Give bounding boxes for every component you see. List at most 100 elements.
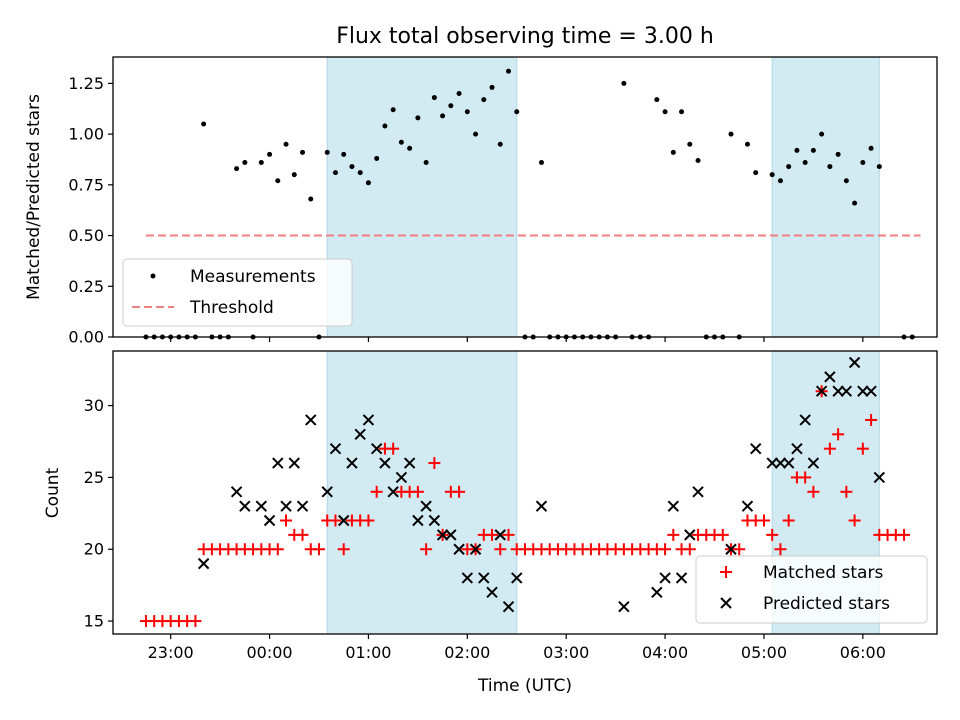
marker-stroke [197,557,210,570]
predicted-star-marker [453,543,465,555]
measurement-point [860,160,866,166]
marker-stroke [824,371,836,383]
predicted-star-marker [725,543,737,555]
predicted-star-marker [535,500,548,512]
matched-star-marker [420,543,433,556]
predicted-star-marker [873,471,886,484]
x-tick-label: 03:00 [543,643,589,662]
legend-marker-predicted [720,597,732,609]
matched-star-marker [840,485,853,498]
predicted-star-marker [486,586,498,599]
measurement-point [357,170,363,176]
marker-stroke [395,471,408,484]
x-tick-label: 00:00 [247,643,293,662]
measurement-point [283,141,289,147]
predicted-star-marker [848,356,861,369]
measurement-point [398,139,404,145]
bottom-y-ticks: 15 20 25 30 [84,396,113,631]
matched-star-marker [766,528,779,541]
matched-star-marker [313,543,325,556]
measurement-point [852,200,858,206]
matched-star-marker [807,485,820,498]
marker-stroke [428,514,441,527]
bottom-x-ticks: 23:00 00:00 01:00 02:00 03:00 04:00 05:00 06:00 [148,634,886,662]
predicted-star-marker [478,572,490,584]
predicted-star-marker [461,572,474,584]
predicted-star-marker [469,543,482,555]
predicted-stars-points [197,356,886,613]
x-tick-label: 01:00 [345,643,391,662]
matched-star-marker [296,528,309,541]
measurement-point [835,151,841,157]
matched-star-marker [428,457,441,470]
predicted-star-marker [395,471,408,484]
measurement-point [267,151,273,157]
measurement-point [374,155,380,161]
measurement-point [538,160,544,166]
predicted-star-marker [832,385,844,397]
measurement-point [242,160,248,166]
marker-stroke [338,514,350,527]
matched-star-marker [486,528,499,541]
measurement-point [324,149,330,155]
matched-star-marker [782,514,795,527]
marker-stroke [412,514,424,527]
y-tick-label: 0.25 [68,277,104,296]
predicted-star-marker [420,500,432,512]
measurement-points [143,68,915,340]
predicted-star-marker [239,500,251,512]
predicted-star-marker [230,486,243,498]
predicted-star-marker [387,486,399,498]
measurement-point [744,141,750,147]
matched-star-marker [329,514,342,527]
marker-stroke [675,572,688,584]
matched-star-marker [856,442,869,455]
measurement-point [810,147,816,153]
top-legend-box [122,258,353,327]
matched-star-marker [494,543,507,556]
matched-star-marker [848,514,861,527]
bottom-legend: Matched stars Predicted stars [695,555,928,624]
measurement-point [481,97,487,103]
marker-stroke [692,486,704,498]
top-panel: 0.00 0.25 0.50 0.75 1.00 1.25 Matched/Predict… [24,56,938,347]
measurement-point [819,131,825,137]
matched-star-marker [716,528,729,541]
y-tick-label: 25 [84,468,104,487]
measurement-point [300,149,306,155]
measurement-point [843,178,849,184]
predicted-star-marker [840,385,853,397]
marker-stroke [873,471,886,484]
marker-stroke [774,457,787,469]
measurement-point [291,172,297,178]
matched-star-marker [774,543,787,556]
measurement-point [654,97,660,103]
measurement-point [827,164,833,170]
measurement-point [728,131,734,137]
legend-label-measurements: Measurements [190,267,316,287]
predicted-star-marker [815,385,828,397]
marker-stroke [346,457,358,469]
measurement-point [341,151,347,157]
x-axis-label: Time (UTC) [477,676,572,696]
marker-stroke [725,543,737,555]
measurement-point [464,109,470,115]
measurement-point [794,147,800,153]
top-y-axis-label: Matched/Predicted stars [24,94,44,300]
predicted-star-marker [354,428,366,441]
marker-stroke [659,572,671,584]
bottom-axes-frame [112,350,938,635]
marker-stroke [618,600,630,613]
marker-stroke [478,572,490,584]
marker-stroke [354,428,366,441]
predicted-star-marker [741,500,754,512]
x-tick-label: 04:00 [642,643,688,662]
legend-marker-matched [720,566,732,578]
marker-stroke [403,457,416,469]
bottom-panel: 15 20 25 30 23:00 00:00 01:00 02:00 03:00 04:00 0… [43,350,938,696]
matched-star-marker [453,485,466,498]
y-tick-label: 15 [84,612,104,631]
matched-star-marker [189,615,202,628]
predicted-star-marker [865,385,877,397]
measurement-point [234,166,240,172]
